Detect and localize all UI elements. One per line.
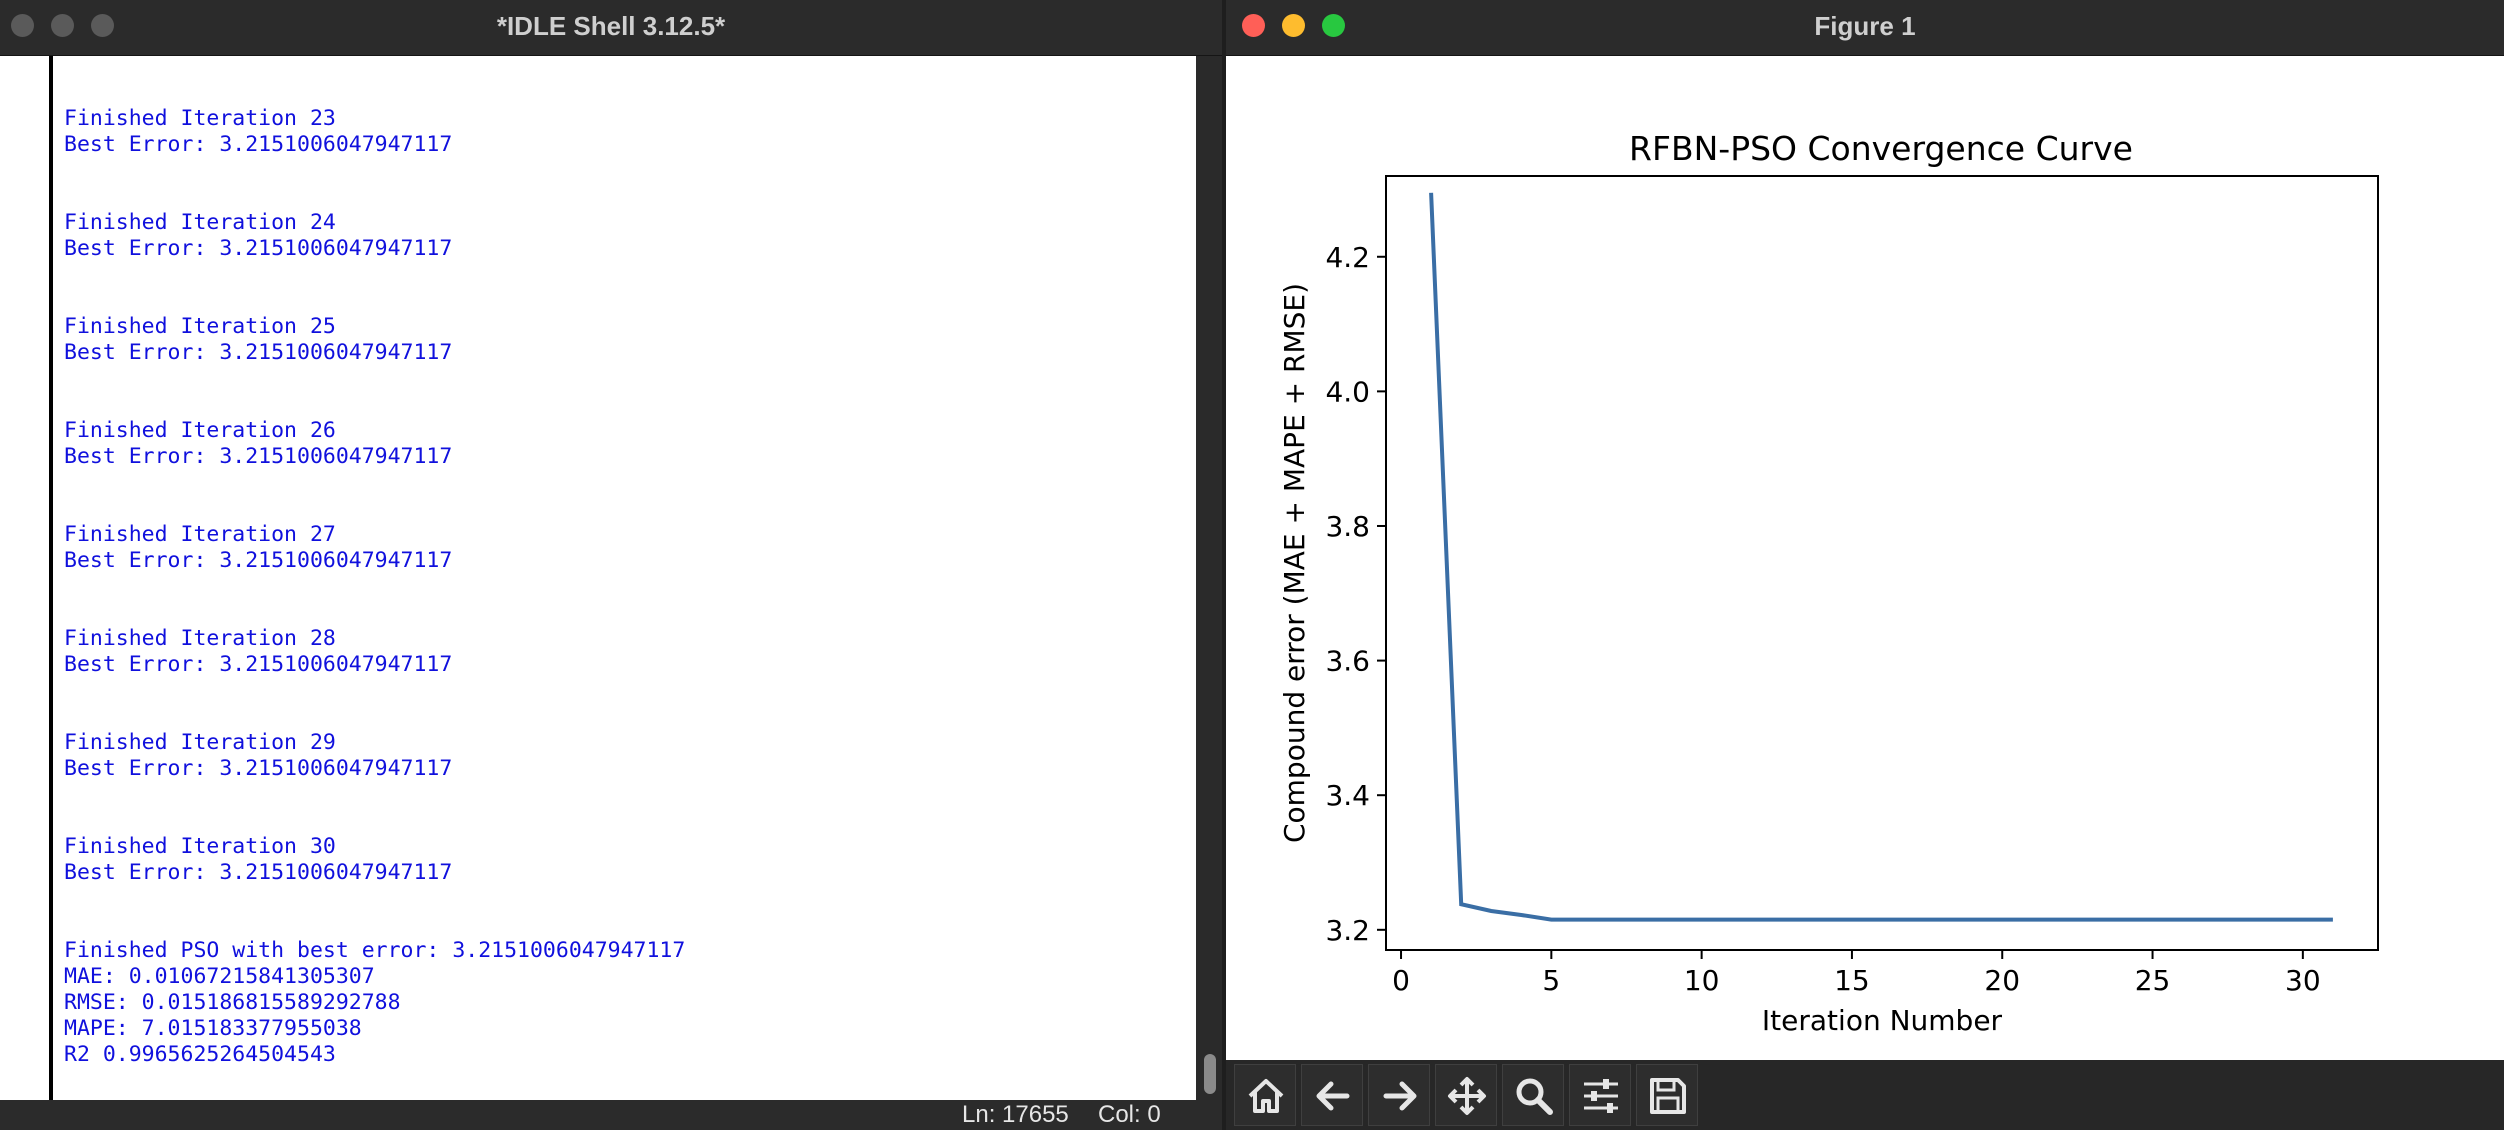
status-col: Col: 0 xyxy=(1098,1101,1161,1128)
output-line: RMSE: 0.015186815589292788 xyxy=(64,990,401,1015)
shell-gutter xyxy=(0,56,52,1100)
back-button[interactable] xyxy=(1301,1064,1363,1126)
convergence-chart: RFBN-PSO Convergence Curve 0 5 10 15 20 25 30 … xyxy=(1278,129,2379,1037)
close-button[interactable] xyxy=(11,14,34,37)
window-title: *IDLE Shell 3.12.5* xyxy=(496,11,726,41)
y-tick-label: 4.2 xyxy=(1325,241,1370,274)
x-tick-label: 30 xyxy=(2285,964,2321,997)
y-axis-label: Compound error (MAE + MAPE + RMSE) xyxy=(1278,283,1311,843)
x-tick-label: 10 xyxy=(1684,964,1720,997)
subplots-config-button[interactable] xyxy=(1569,1064,1631,1126)
gutter-divider xyxy=(49,56,53,1100)
minimize-button[interactable] xyxy=(1282,14,1305,37)
output-line: Finished Iteration 30 xyxy=(64,834,336,859)
y-tick-label: 3.6 xyxy=(1325,645,1370,678)
status-line: Ln: 17655 xyxy=(962,1101,1069,1128)
output-line: MAE: 0.01067215841305307 xyxy=(64,964,375,989)
series-line xyxy=(1429,192,2333,922)
output-line: Finished Iteration 23 xyxy=(64,106,336,131)
zoom-button[interactable] xyxy=(91,14,114,37)
output-line: Best Error: 3.2151006047947117 xyxy=(64,444,453,469)
figure-canvas[interactable]: RFBN-PSO Convergence Curve 0 5 10 15 20 25 30 … xyxy=(1226,56,2504,1060)
home-icon xyxy=(1248,1079,1284,1113)
y-tick-label: 3.4 xyxy=(1325,779,1370,812)
figure-titlebar: Figure 1 xyxy=(1226,0,2504,56)
pan-icon xyxy=(1448,1077,1486,1115)
zoom-button[interactable] xyxy=(1502,1064,1564,1126)
output-line: R2 0.9965625264504543 xyxy=(64,1042,336,1067)
plot-frame xyxy=(1385,175,2379,951)
output-line: Finished PSO with best error: 3.21510060… xyxy=(64,938,686,963)
status-bar: Ln: 17655 Col: 0 xyxy=(0,1100,1222,1130)
x-tick-label: 0 xyxy=(1392,964,1410,997)
output-line: Finished Iteration 27 xyxy=(64,522,336,547)
x-tick-label: 15 xyxy=(1834,964,1870,997)
output-line: Finished Iteration 24 xyxy=(64,210,336,235)
forward-arrow-icon xyxy=(1383,1081,1417,1111)
output-line: Best Error: 3.2151006047947117 xyxy=(64,652,453,677)
y-tick-label: 3.8 xyxy=(1325,510,1370,543)
save-icon xyxy=(1650,1078,1686,1114)
scrollbar-thumb[interactable] xyxy=(1204,1054,1216,1094)
x-tick-label: 25 xyxy=(2135,964,2171,997)
x-tick-label: 5 xyxy=(1542,964,1560,997)
output-line: Finished Iteration 26 xyxy=(64,418,336,443)
zoom-button[interactable] xyxy=(1322,14,1345,37)
home-button[interactable] xyxy=(1234,1064,1296,1126)
x-tick-label: 20 xyxy=(1984,964,2020,997)
save-button[interactable] xyxy=(1636,1064,1698,1126)
output-line: Finished Iteration 25 xyxy=(64,314,336,339)
output-line: MAPE: 7.015183377955038 xyxy=(64,1016,362,1041)
idle-shell-window: *IDLE Shell 3.12.5* Finished Iteration 2… xyxy=(0,0,1222,1130)
output-line: Finished Iteration 28 xyxy=(64,626,336,651)
y-tick-label: 3.2 xyxy=(1325,914,1370,947)
zoom-icon xyxy=(1516,1078,1553,1115)
pan-button[interactable] xyxy=(1435,1064,1497,1126)
subplots-config-icon xyxy=(1584,1079,1618,1113)
figure-window: Figure 1 RFBN-PSO Convergence Curve 0 5 10… xyxy=(1226,0,2504,1130)
shell-text-area[interactable]: Finished Iteration 23 Best Error: 3.21510… xyxy=(0,56,1196,1100)
output-line: Finished Iteration 29 xyxy=(64,730,336,755)
back-arrow-icon xyxy=(1316,1081,1350,1111)
idle-titlebar: *IDLE Shell 3.12.5* xyxy=(0,0,1222,56)
window-title: Figure 1 xyxy=(1814,11,1916,41)
output-line: Best Error: 3.2151006047947117 xyxy=(64,132,453,157)
vertical-scrollbar[interactable] xyxy=(1196,56,1222,1100)
output-line: Best Error: 3.2151006047947117 xyxy=(64,548,453,573)
forward-button[interactable] xyxy=(1368,1064,1430,1126)
x-axis-label: Iteration Number xyxy=(1762,1004,2003,1037)
output-line: Best Error: 3.2151006047947117 xyxy=(64,236,453,261)
close-button[interactable] xyxy=(1242,14,1265,37)
output-line: Best Error: 3.2151006047947117 xyxy=(64,756,453,781)
output-line: Best Error: 3.2151006047947117 xyxy=(64,340,453,365)
output-line: Best Error: 3.2151006047947117 xyxy=(64,860,453,885)
chart-title: RFBN-PSO Convergence Curve xyxy=(1629,129,2133,168)
y-tick-label: 4.0 xyxy=(1325,375,1370,408)
figure-toolbar xyxy=(1226,1060,2504,1130)
minimize-button[interactable] xyxy=(51,14,74,37)
